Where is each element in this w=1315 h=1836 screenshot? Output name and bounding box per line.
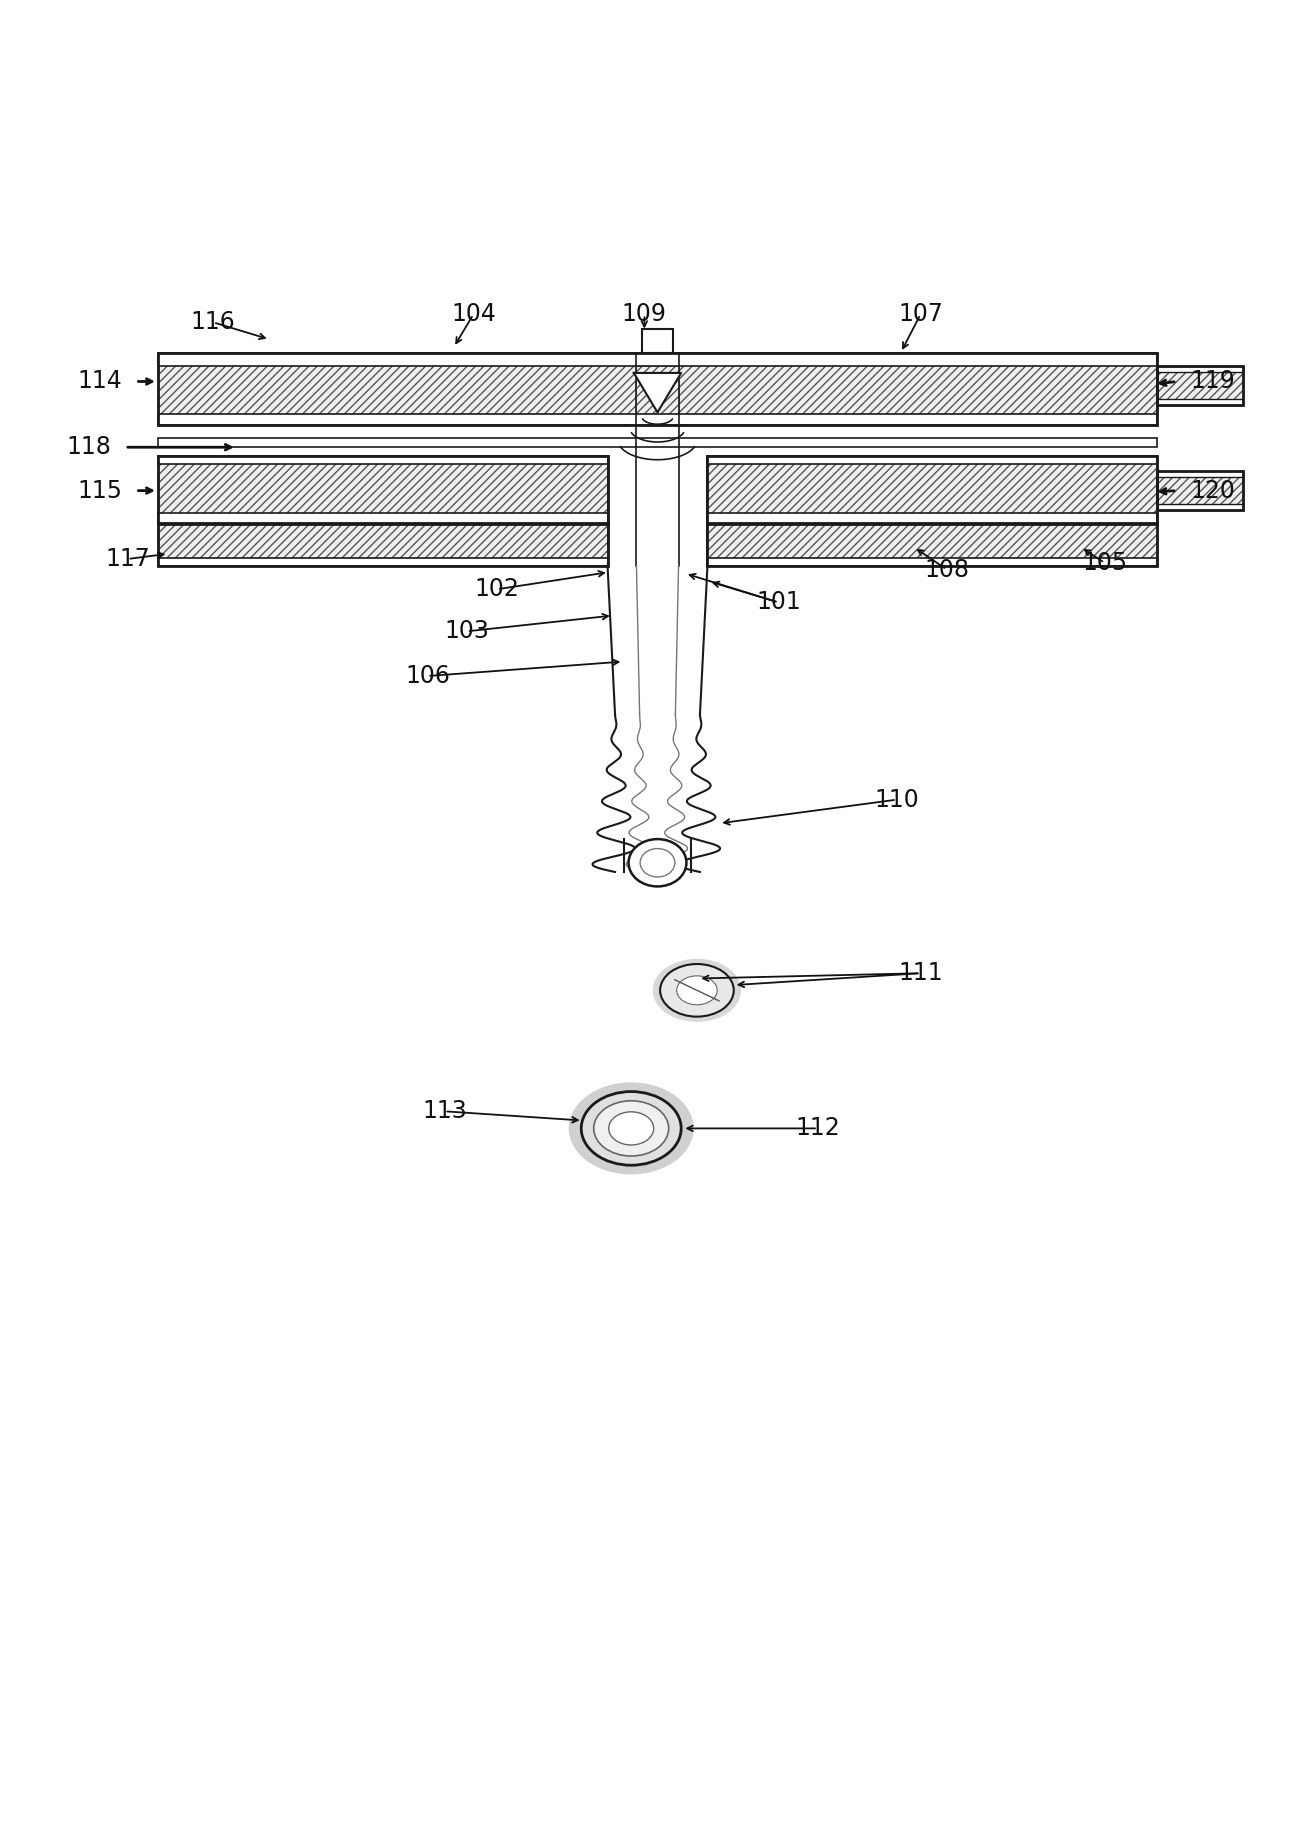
Bar xyxy=(707,523,1157,565)
Ellipse shape xyxy=(609,1113,654,1146)
Ellipse shape xyxy=(652,958,742,1023)
Text: 104: 104 xyxy=(451,303,496,327)
Text: 117: 117 xyxy=(105,547,150,571)
Text: 107: 107 xyxy=(898,303,943,327)
Text: 119: 119 xyxy=(1190,369,1235,393)
Ellipse shape xyxy=(640,848,675,878)
Bar xyxy=(636,365,679,415)
Polygon shape xyxy=(634,373,681,413)
Bar xyxy=(1157,365,1243,373)
Bar xyxy=(158,353,1157,365)
Bar xyxy=(1157,398,1243,406)
Text: 118: 118 xyxy=(67,435,112,459)
Bar xyxy=(158,457,608,523)
Text: 120: 120 xyxy=(1190,479,1235,503)
Bar xyxy=(158,353,1157,424)
Ellipse shape xyxy=(568,1083,693,1175)
Text: 114: 114 xyxy=(78,369,122,393)
Bar xyxy=(707,558,1157,565)
Text: 108: 108 xyxy=(924,558,969,582)
Ellipse shape xyxy=(629,839,686,887)
Text: 103: 103 xyxy=(444,619,489,643)
Text: 111: 111 xyxy=(898,962,943,986)
Text: 116: 116 xyxy=(191,310,235,334)
Text: 101: 101 xyxy=(756,591,801,615)
Text: 102: 102 xyxy=(475,577,519,600)
Bar xyxy=(158,457,608,523)
Bar xyxy=(158,353,1157,424)
Bar xyxy=(1157,365,1243,406)
Bar xyxy=(1157,365,1243,406)
Bar xyxy=(707,457,1157,523)
Ellipse shape xyxy=(677,977,717,1004)
Ellipse shape xyxy=(660,964,734,1017)
Text: 106: 106 xyxy=(405,665,450,688)
Bar xyxy=(1157,503,1243,510)
Bar xyxy=(158,457,608,465)
Bar xyxy=(1157,470,1243,510)
Text: 110: 110 xyxy=(874,788,919,812)
Bar xyxy=(158,415,1157,424)
Bar xyxy=(1157,470,1243,510)
Bar xyxy=(642,329,673,353)
Text: 112: 112 xyxy=(796,1116,840,1140)
Bar xyxy=(158,558,608,565)
Bar xyxy=(707,512,1157,523)
Text: 105: 105 xyxy=(1082,551,1127,575)
Ellipse shape xyxy=(581,1092,681,1166)
Ellipse shape xyxy=(593,1102,668,1157)
Text: 109: 109 xyxy=(622,303,667,327)
Text: 113: 113 xyxy=(422,1100,467,1124)
Bar xyxy=(707,523,1157,565)
Bar xyxy=(158,523,608,565)
Bar xyxy=(158,439,1157,448)
Bar xyxy=(1157,470,1243,477)
Text: 115: 115 xyxy=(78,479,122,503)
Bar xyxy=(707,457,1157,523)
Bar xyxy=(707,457,1157,465)
Bar xyxy=(158,523,608,565)
Bar xyxy=(158,512,608,523)
